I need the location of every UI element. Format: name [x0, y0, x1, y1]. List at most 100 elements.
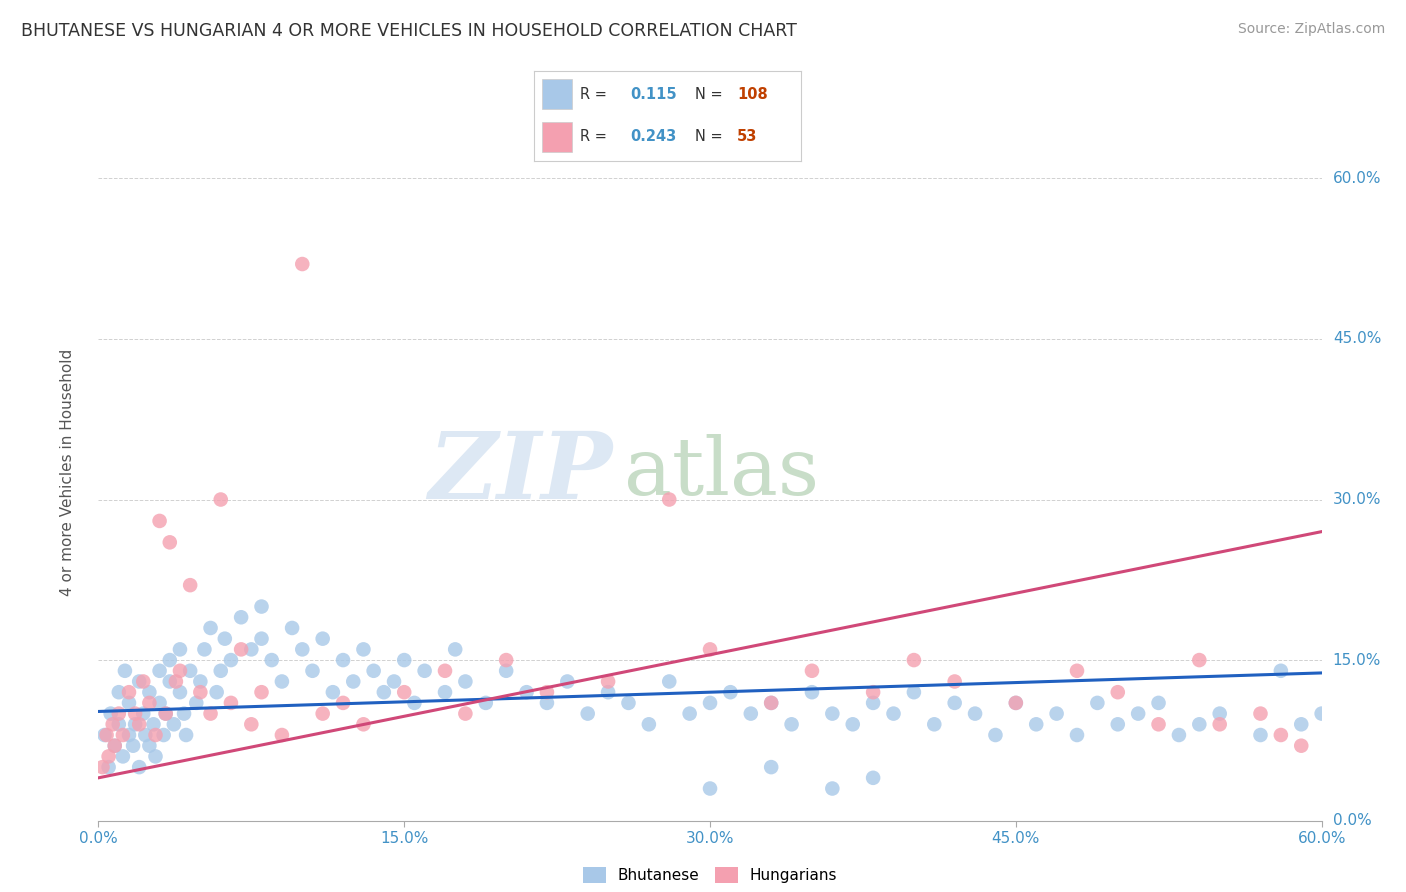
Point: [118, 685, 141, 699]
Point: [101, 717, 124, 731]
Point: [124, 706, 146, 721]
Point: [188, 674, 212, 689]
Point: [862, 685, 884, 699]
Point: [342, 674, 364, 689]
Point: [138, 739, 160, 753]
Point: [332, 696, 354, 710]
Text: 60.0%: 60.0%: [1333, 171, 1381, 186]
Point: [250, 632, 273, 646]
Point: [270, 728, 294, 742]
Point: [219, 696, 242, 710]
Point: [332, 653, 354, 667]
Point: [122, 739, 145, 753]
Point: [149, 696, 172, 710]
Point: [352, 717, 374, 731]
Point: [759, 760, 782, 774]
Point: [1291, 739, 1313, 753]
Point: [1085, 696, 1108, 710]
Point: [149, 514, 172, 528]
Point: [373, 685, 395, 699]
Point: [454, 706, 477, 721]
Point: [250, 599, 273, 614]
Point: [128, 760, 150, 774]
Point: [128, 674, 150, 689]
Point: [270, 674, 294, 689]
Point: [1208, 717, 1232, 731]
Point: [281, 621, 304, 635]
Point: [155, 706, 177, 721]
Point: [114, 664, 136, 678]
Point: [555, 674, 579, 689]
Point: [759, 696, 782, 710]
Point: [108, 706, 131, 721]
Point: [186, 696, 208, 710]
Point: [118, 728, 141, 742]
Point: [169, 685, 191, 699]
Point: [801, 664, 824, 678]
Point: [943, 696, 966, 710]
Point: [1249, 728, 1271, 742]
Y-axis label: 4 or more Vehicles in Household: 4 or more Vehicles in Household: [60, 349, 75, 597]
Point: [1167, 728, 1189, 742]
Point: [104, 739, 127, 753]
FancyBboxPatch shape: [543, 79, 572, 109]
Point: [780, 717, 803, 731]
Text: 0.243: 0.243: [630, 129, 676, 145]
Point: [382, 674, 405, 689]
Point: [250, 685, 273, 699]
Text: R =: R =: [579, 129, 606, 145]
Text: N =: N =: [695, 87, 723, 102]
Point: [209, 664, 232, 678]
Point: [1188, 717, 1211, 731]
Point: [1291, 717, 1313, 731]
Point: [312, 706, 335, 721]
Point: [1188, 653, 1211, 667]
Point: [240, 642, 263, 657]
Point: [165, 674, 187, 689]
Text: R =: R =: [579, 87, 606, 102]
Point: [637, 717, 661, 731]
Point: [169, 664, 191, 678]
Point: [291, 642, 314, 657]
Point: [1270, 664, 1292, 678]
Point: [169, 642, 191, 657]
Point: [433, 685, 456, 699]
Point: [801, 685, 824, 699]
Text: N =: N =: [695, 129, 723, 145]
Point: [1270, 728, 1292, 742]
Point: [392, 685, 416, 699]
Text: atlas: atlas: [624, 434, 820, 512]
Point: [433, 664, 456, 678]
Point: [821, 706, 844, 721]
Point: [193, 642, 215, 657]
Point: [97, 749, 120, 764]
Point: [200, 621, 222, 635]
Text: 108: 108: [737, 87, 768, 102]
Point: [96, 728, 118, 742]
Point: [179, 664, 201, 678]
Point: [1249, 706, 1271, 721]
Text: 0.115: 0.115: [630, 87, 678, 102]
Point: [841, 717, 863, 731]
Point: [159, 535, 181, 549]
Point: [404, 696, 426, 710]
Point: [759, 696, 782, 710]
Point: [862, 696, 884, 710]
Point: [100, 706, 122, 721]
Point: [1310, 706, 1333, 721]
Point: [209, 492, 232, 507]
Point: [1147, 717, 1170, 731]
Point: [128, 717, 150, 731]
Point: [1025, 717, 1047, 731]
Point: [392, 653, 416, 667]
Point: [134, 728, 156, 742]
Point: [536, 685, 558, 699]
Point: [145, 728, 167, 742]
Text: 0.0%: 0.0%: [1333, 814, 1371, 828]
Point: [108, 717, 131, 731]
Point: [104, 739, 127, 753]
Point: [322, 685, 344, 699]
Point: [219, 653, 242, 667]
Point: [108, 685, 131, 699]
Text: 45.0%: 45.0%: [1333, 332, 1381, 346]
